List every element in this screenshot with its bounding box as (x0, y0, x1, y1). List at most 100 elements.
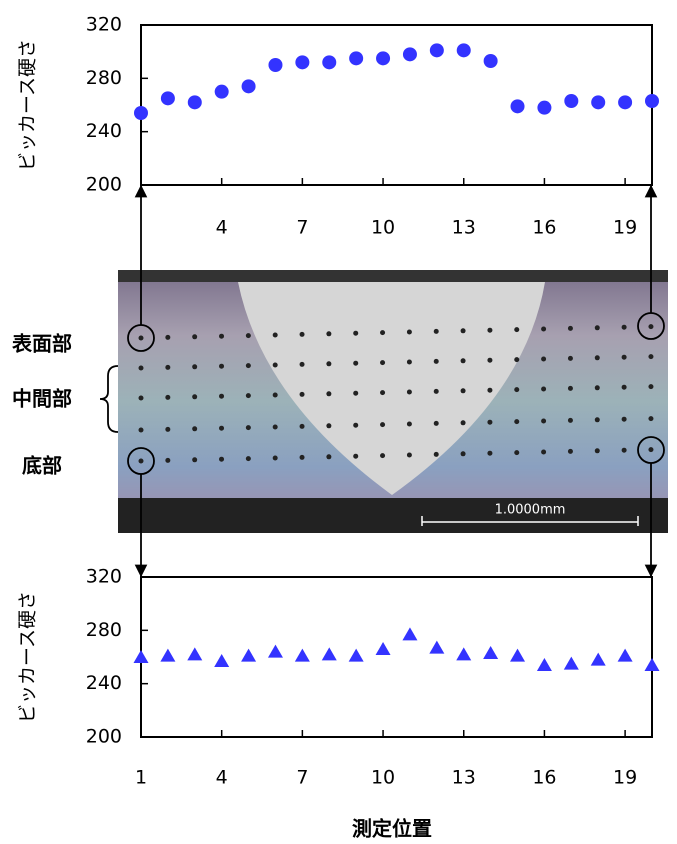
x-tick-label: 7 (296, 217, 308, 239)
indent (434, 421, 439, 426)
point (645, 94, 659, 108)
indent (353, 423, 358, 428)
indent (461, 451, 466, 456)
point (591, 653, 606, 666)
x-tick-label: 19 (613, 767, 637, 789)
indent (595, 385, 600, 390)
indent (541, 387, 546, 392)
x-axis-label: 測定位置 (352, 817, 432, 841)
point (429, 641, 444, 654)
indent (300, 362, 305, 367)
indent (568, 326, 573, 331)
indent (192, 426, 197, 431)
indent (353, 331, 358, 336)
point (618, 95, 632, 109)
indent (648, 324, 653, 329)
indent (595, 417, 600, 422)
x-tick-label: 19 (613, 217, 637, 239)
indent (165, 365, 170, 370)
indent (192, 334, 197, 339)
indent (273, 333, 278, 338)
point (537, 658, 552, 671)
indent (165, 395, 170, 400)
indent (326, 454, 331, 459)
region-label: 底部 (22, 454, 62, 478)
point (376, 642, 391, 655)
point (268, 58, 282, 72)
point (160, 649, 175, 662)
point (511, 99, 525, 113)
y-tick-label: 320 (86, 14, 122, 36)
point (349, 649, 364, 662)
indent (165, 335, 170, 340)
point (564, 657, 579, 670)
indent (380, 390, 385, 395)
x-tick-label: 13 (452, 217, 476, 239)
indent (461, 358, 466, 363)
indent (192, 364, 197, 369)
y-tick-label: 240 (86, 672, 122, 694)
indent (380, 330, 385, 335)
indent (541, 327, 546, 332)
indent (648, 354, 653, 359)
indent (246, 456, 251, 461)
indent (407, 330, 412, 335)
indent (461, 420, 466, 425)
indent (165, 458, 170, 463)
y-tick-label: 320 (86, 566, 122, 588)
indent (326, 331, 331, 336)
indent (434, 329, 439, 334)
point (268, 645, 283, 658)
indent (139, 396, 144, 401)
point (402, 627, 417, 640)
y-axis-label: ビッカース硬さ (17, 591, 39, 723)
indent (139, 366, 144, 371)
point (322, 55, 336, 69)
point (510, 649, 525, 662)
x-tick-label: 1 (135, 767, 147, 789)
indent (380, 422, 385, 427)
region-label: 中間部 (12, 387, 72, 411)
indent (487, 388, 492, 393)
indent (487, 451, 492, 456)
indent (568, 386, 573, 391)
x-tick-label: 13 (452, 767, 476, 789)
scale-bar-label: 1.0000mm (495, 503, 566, 518)
indent (407, 422, 412, 427)
point (349, 51, 363, 65)
bottom-edge (118, 498, 668, 533)
indent (326, 423, 331, 428)
x-tick-label: 4 (216, 217, 228, 239)
indent (622, 417, 627, 422)
indent (434, 389, 439, 394)
x-tick-label: 4 (216, 767, 228, 789)
indent (273, 393, 278, 398)
point (618, 649, 633, 662)
y-tick-label: 280 (86, 619, 122, 641)
indent (300, 424, 305, 429)
indent (273, 456, 278, 461)
indent (514, 419, 519, 424)
point (564, 94, 578, 108)
indent (434, 452, 439, 457)
point (295, 649, 310, 662)
point (484, 54, 498, 68)
indent (407, 390, 412, 395)
y-tick-label: 240 (86, 120, 122, 142)
indent (568, 449, 573, 454)
y-tick-label: 280 (86, 67, 122, 89)
indent (568, 356, 573, 361)
indent (192, 394, 197, 399)
indent (648, 416, 653, 421)
figure: 1.0000mm 表面部 中間部 底部 ビッカース硬さ ビッカース硬さ 測定位置… (0, 0, 677, 844)
x-tick-label: 7 (296, 767, 308, 789)
indent (165, 427, 170, 432)
point (403, 47, 417, 61)
point (241, 649, 256, 662)
indent (246, 425, 251, 430)
point (483, 646, 498, 659)
point (537, 101, 551, 115)
point (645, 658, 660, 671)
x-tick-label: 10 (371, 217, 395, 239)
indent (487, 420, 492, 425)
